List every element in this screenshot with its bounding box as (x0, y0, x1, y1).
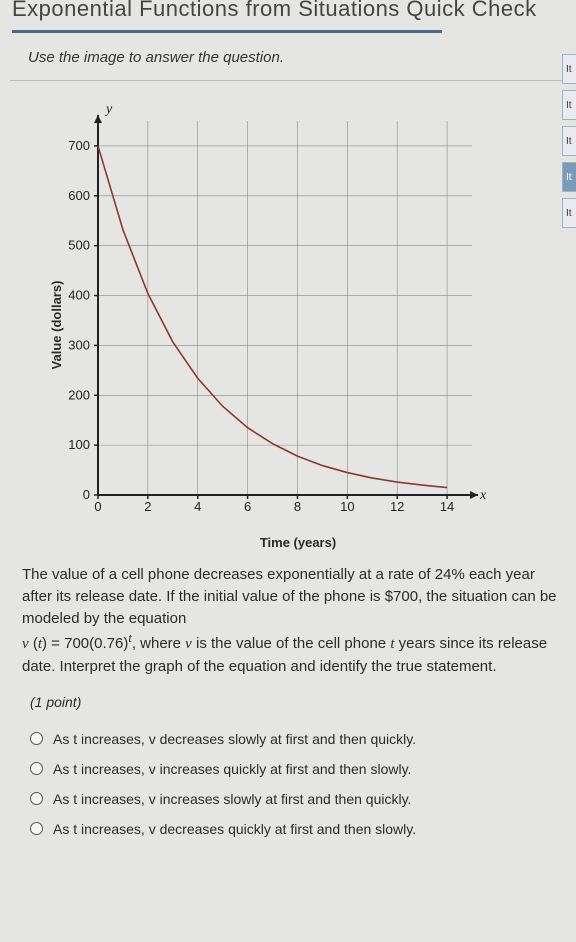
radio-icon[interactable] (30, 792, 43, 805)
instruction-text: Use the image to answer the question. (10, 43, 566, 81)
svg-text:100: 100 (68, 437, 90, 452)
svg-text:700: 700 (68, 138, 90, 153)
radio-icon[interactable] (30, 732, 43, 745)
svg-text:x: x (479, 488, 487, 503)
svg-text:8: 8 (294, 499, 301, 514)
svg-text:400: 400 (68, 288, 90, 303)
svg-text:6: 6 (244, 499, 251, 514)
y-axis-label: Value (dollars) (49, 280, 64, 369)
svg-text:500: 500 (68, 238, 90, 253)
side-tab-item[interactable]: It (562, 90, 576, 120)
option-row[interactable]: As t increases, v decreases slowly at fi… (30, 724, 556, 754)
svg-text:y: y (104, 102, 113, 117)
title-underline (12, 30, 442, 33)
side-tab-item[interactable]: It (562, 162, 576, 192)
side-tab-item[interactable]: It (562, 126, 576, 156)
option-label: As t increases, v decreases slowly at fi… (53, 731, 416, 747)
svg-text:300: 300 (68, 337, 90, 352)
question-text: The value of a cell phone decreases expo… (0, 550, 576, 684)
side-tab-item[interactable]: It (562, 54, 576, 84)
radio-icon[interactable] (30, 762, 43, 775)
option-label: As t increases, v increases slowly at fi… (53, 791, 411, 807)
chart-container: Value (dollars) 0 2 4 6 8 10 12 14 0 100 200 300 400… (50, 99, 546, 550)
points-label: (1 point) (0, 684, 576, 724)
exponential-chart: 0 2 4 6 8 10 12 14 0 100 200 300 400 500 600 700 y x (50, 99, 490, 529)
side-tabs: It It It It It (562, 54, 576, 228)
svg-text:12: 12 (390, 499, 404, 514)
option-row[interactable]: As t increases, v decreases quickly at f… (30, 814, 556, 844)
svg-text:4: 4 (194, 499, 201, 514)
option-row[interactable]: As t increases, v increases quickly at f… (30, 754, 556, 784)
svg-text:14: 14 (440, 499, 454, 514)
svg-text:0: 0 (94, 499, 101, 514)
svg-text:600: 600 (68, 188, 90, 203)
options-list: As t increases, v decreases slowly at fi… (0, 724, 576, 844)
page-title: Exponential Functions from Situations Qu… (0, 0, 576, 22)
svg-text:200: 200 (68, 387, 90, 402)
svg-text:0: 0 (83, 487, 90, 502)
side-tab-item[interactable]: It (562, 198, 576, 228)
radio-icon[interactable] (30, 822, 43, 835)
option-label: As t increases, v increases quickly at f… (53, 761, 411, 777)
svg-text:2: 2 (144, 499, 151, 514)
option-label: As t increases, v decreases quickly at f… (53, 821, 416, 837)
option-row[interactable]: As t increases, v increases slowly at fi… (30, 784, 556, 814)
svg-text:10: 10 (340, 499, 354, 514)
x-axis-label: Time (years) (50, 535, 546, 550)
